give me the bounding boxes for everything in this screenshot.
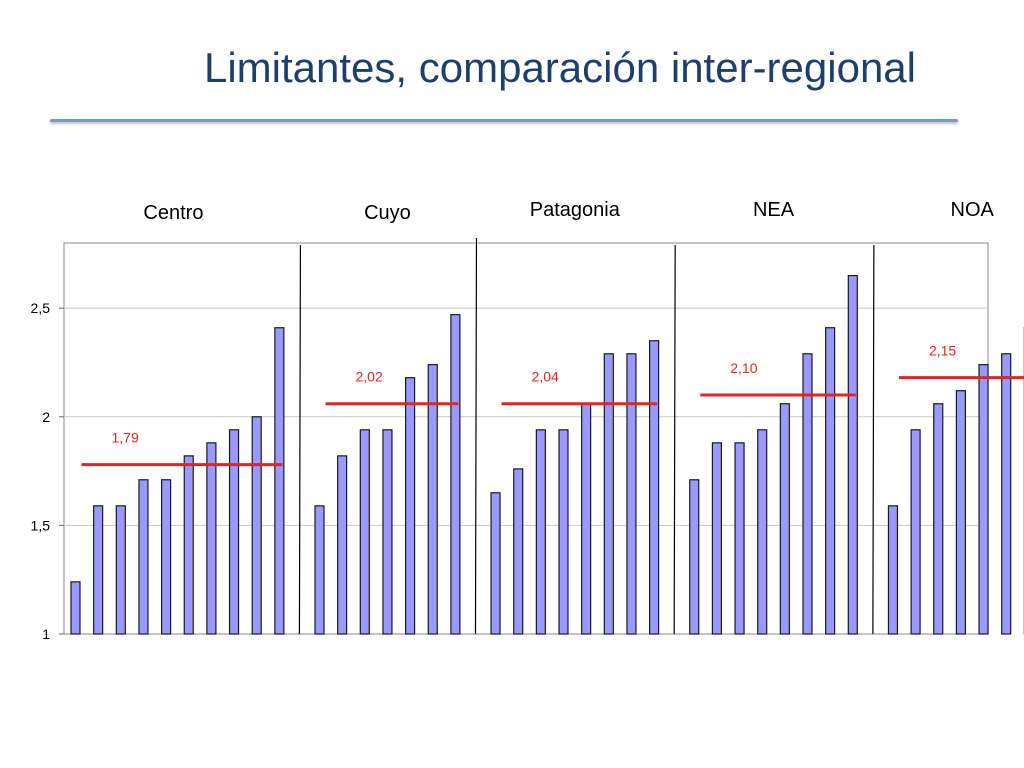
bar xyxy=(405,377,416,635)
bar xyxy=(734,442,745,635)
bar xyxy=(138,479,149,635)
y-tick-label: 1 xyxy=(42,626,50,642)
bar xyxy=(603,353,614,635)
region-label: NEA xyxy=(753,199,795,221)
bar xyxy=(626,353,637,635)
bar xyxy=(711,442,723,635)
bar xyxy=(847,274,858,635)
bar xyxy=(274,327,285,635)
mean-label: 2,04 xyxy=(532,369,559,385)
bar xyxy=(161,479,172,635)
mean-label: 2,10 xyxy=(730,360,757,376)
bar xyxy=(535,429,546,635)
bar xyxy=(450,314,461,635)
bar xyxy=(825,327,836,635)
bar xyxy=(910,429,921,635)
bar xyxy=(689,479,700,635)
bar xyxy=(183,455,194,635)
y-tick-label: 2 xyxy=(42,409,50,425)
bar xyxy=(887,505,899,635)
bar xyxy=(648,340,660,635)
bar xyxy=(337,455,348,635)
y-tick-label: 2,5 xyxy=(31,300,51,316)
mean-label: 2,15 xyxy=(929,343,956,359)
bar xyxy=(802,353,813,635)
bar xyxy=(490,492,501,635)
bar xyxy=(228,429,240,635)
bar xyxy=(359,429,370,635)
mean-label: 2,02 xyxy=(356,369,383,385)
region-label: Cuyo xyxy=(364,202,411,224)
bar xyxy=(757,429,768,635)
slide-title: Limitantes, comparación inter-regional xyxy=(203,44,916,91)
bar xyxy=(933,403,944,635)
bar xyxy=(779,403,790,635)
mean-label: 1,79 xyxy=(112,430,139,446)
group-separator xyxy=(872,244,875,635)
y-tick-label: 1,5 xyxy=(31,517,51,533)
group-separator xyxy=(673,244,676,635)
bar xyxy=(427,364,438,635)
bar xyxy=(70,581,81,635)
bar xyxy=(978,364,989,635)
group-separator xyxy=(298,244,302,635)
bar xyxy=(115,505,126,635)
region-label: Centro xyxy=(143,202,203,224)
bar xyxy=(1001,353,1012,635)
bar xyxy=(513,468,524,635)
bar xyxy=(581,403,592,635)
bar xyxy=(206,442,217,635)
title-underline xyxy=(50,119,958,122)
bar xyxy=(558,429,569,635)
bar xyxy=(251,416,262,635)
bar xyxy=(93,505,104,635)
region-label: NOA xyxy=(951,199,995,221)
bar xyxy=(382,429,393,635)
bar xyxy=(314,505,325,635)
region-label: Patagonia xyxy=(530,199,621,221)
group-separator xyxy=(474,237,478,635)
bar xyxy=(955,390,967,635)
